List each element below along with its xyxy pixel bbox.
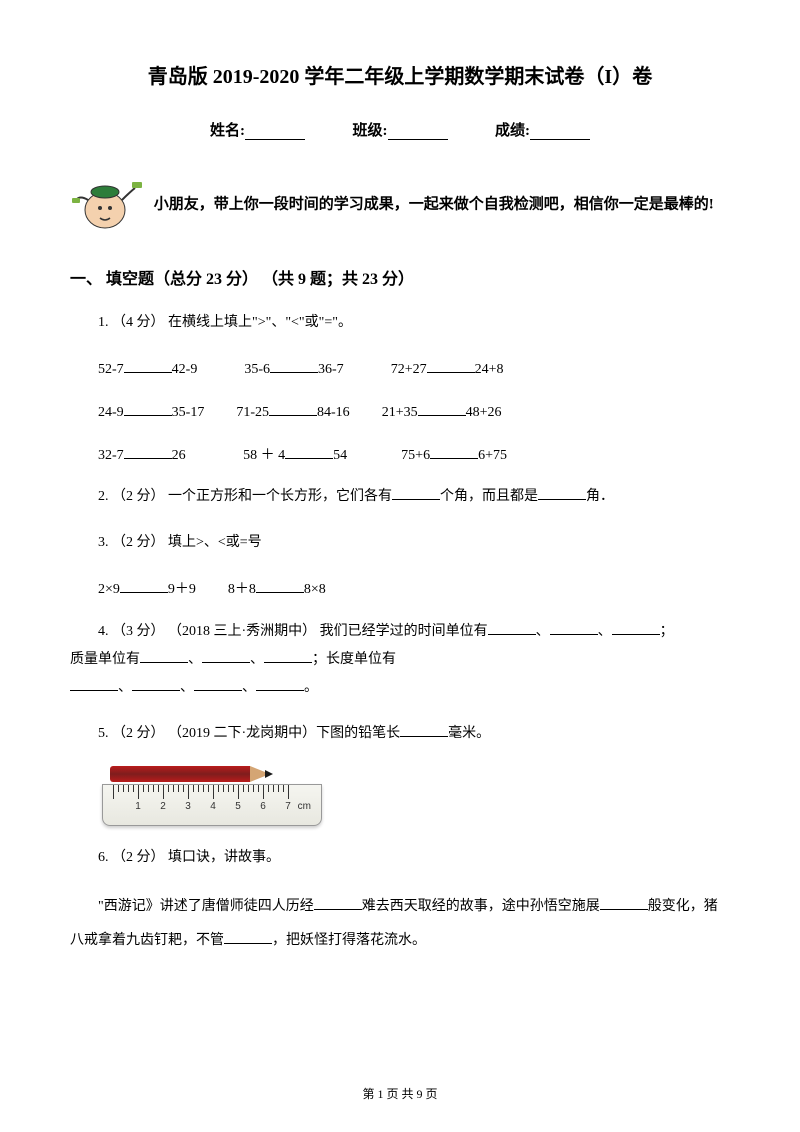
page-title: 青岛版 2019-2020 学年二年级上学期数学期末试卷（I）卷 <box>70 60 730 89</box>
q4: 4. （3 分） （2018 三上·秀洲期中） 我们已经学过的时间单位有、、； … <box>70 618 730 702</box>
q5: 5. （2 分） （2019 二下·龙岗期中）下图的铅笔长毫米。 <box>70 720 730 748</box>
q3-stem: 3. （2 分） 填上>、<或=号 <box>70 529 730 557</box>
ruler-icon: 1234567cm <box>102 784 322 826</box>
q3-row: 2×99＋9 8＋88×8 <box>70 575 730 606</box>
cartoon-icon <box>70 170 150 240</box>
name-blank[interactable] <box>245 124 305 140</box>
pencil-icon <box>110 766 285 782</box>
score-blank[interactable] <box>530 124 590 140</box>
q6-body: "西游记》讲述了唐僧师徒四人历经难去西天取经的故事，途中孙悟空施展般变化，猪八戒… <box>70 890 730 957</box>
q1-row3: 32-726 58 ＋ 454 75+66+75 <box>70 441 730 472</box>
score-label: 成绩: <box>495 123 530 139</box>
intro-block: 小朋友，带上你一段时间的学习成果，一起来做个自我检测吧，相信你一定是最棒的! <box>70 170 730 240</box>
class-blank[interactable] <box>388 124 448 140</box>
info-line: 姓名: 班级: 成绩: <box>70 119 730 140</box>
q6-stem: 6. （2 分） 填口诀，讲故事。 <box>70 844 730 872</box>
intro-text: 小朋友，带上你一段时间的学习成果，一起来做个自我检测吧，相信你一定是最棒的! <box>154 196 714 212</box>
page-footer: 第 1 页 共 9 页 <box>0 1085 800 1102</box>
q1-row2: 24-935-17 71-2584-16 21+3548+26 <box>70 398 730 429</box>
name-label: 姓名: <box>210 123 245 139</box>
section-1-heading: 一、 填空题（总分 23 分） （共 9 题；共 23 分） <box>70 265 730 289</box>
class-label: 班级: <box>353 123 388 139</box>
q1-stem: 1. （4 分） 在横线上填上">"、"<"或"="。 <box>70 309 730 337</box>
q1-row1: 52-742-9 35-636-7 72+2724+8 <box>70 355 730 386</box>
ruler-figure: 1234567cm <box>102 766 730 826</box>
q2: 2. （2 分） 一个正方形和一个长方形，它们各有个角，而且都是角． <box>70 483 730 511</box>
